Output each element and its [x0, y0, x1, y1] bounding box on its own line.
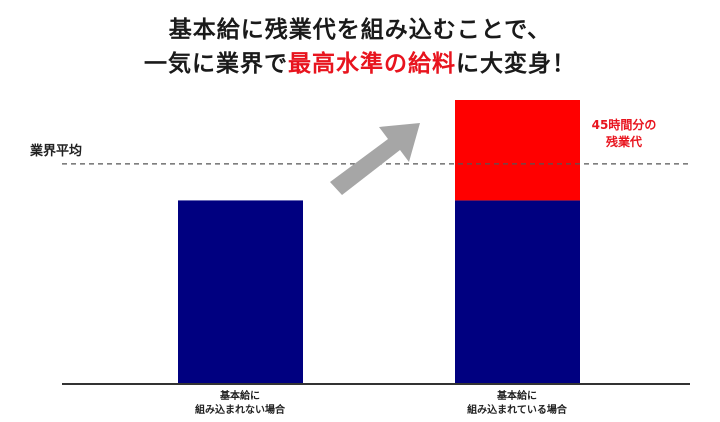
growth-arrow [330, 123, 420, 195]
category-label-2: 基本給に 組み込まれている場合 [427, 390, 607, 418]
annotation-line-2: 残業代 [605, 135, 642, 149]
category-1-line-2: 組み込まれない場合 [195, 405, 285, 416]
title-highlight: 最高水準の給料 [288, 51, 456, 77]
category-1-line-1: 基本給に [220, 391, 260, 402]
title-suffix: に大変身！ [456, 51, 576, 77]
title-prefix: 一気に業界で [144, 51, 288, 77]
bar-2-segment-2 [455, 100, 580, 201]
title-line-1: 基本給に残業代を組み込むことで、 [168, 17, 552, 43]
bar-2-segment-1 [455, 200, 580, 383]
annotation-line-1: 45時間分の [591, 118, 657, 132]
category-2-line-2: 組み込まれている場合 [467, 405, 567, 416]
category-2-line-1: 基本給に [497, 391, 537, 402]
bar-1-segment-1 [178, 200, 303, 383]
category-label-1: 基本給に 組み込まれない場合 [150, 390, 330, 418]
overtime-annotation: 45時間分の 残業代 [584, 117, 664, 151]
reference-line-label: 業界平均 [30, 144, 83, 159]
title-line-2: 一気に業界で最高水準の給料に大変身！ [0, 44, 720, 78]
